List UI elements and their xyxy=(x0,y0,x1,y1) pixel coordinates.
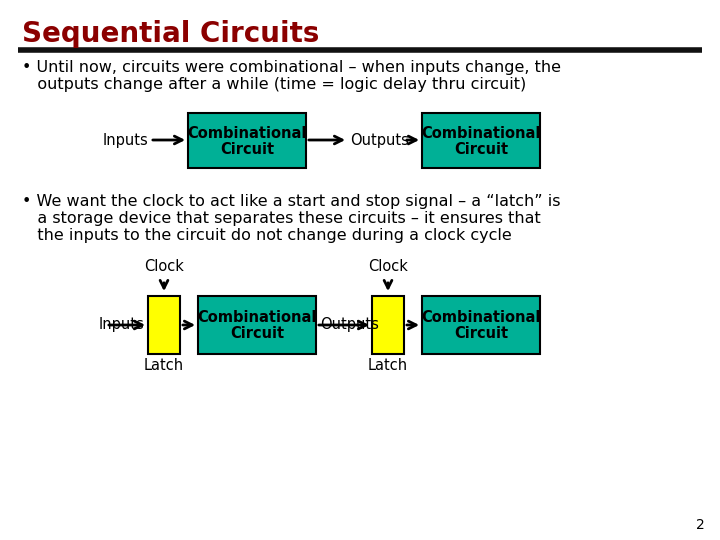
FancyBboxPatch shape xyxy=(198,296,316,354)
Text: Outputs: Outputs xyxy=(350,132,409,147)
Text: • We want the clock to act like a start and stop signal – a “latch” is: • We want the clock to act like a start … xyxy=(22,194,560,209)
Text: Latch: Latch xyxy=(368,358,408,373)
Text: Circuit: Circuit xyxy=(230,326,284,341)
Text: Inputs: Inputs xyxy=(98,318,144,333)
Text: a storage device that separates these circuits – it ensures that: a storage device that separates these ci… xyxy=(22,211,541,226)
Text: Clock: Clock xyxy=(144,259,184,274)
Text: Circuit: Circuit xyxy=(454,326,508,341)
FancyBboxPatch shape xyxy=(148,296,180,354)
Text: Circuit: Circuit xyxy=(454,143,508,158)
FancyBboxPatch shape xyxy=(372,296,404,354)
Text: Inputs: Inputs xyxy=(102,132,148,147)
Text: Combinational: Combinational xyxy=(421,126,541,141)
Text: Circuit: Circuit xyxy=(220,143,274,158)
FancyBboxPatch shape xyxy=(422,112,540,167)
Text: the inputs to the circuit do not change during a clock cycle: the inputs to the circuit do not change … xyxy=(22,228,512,243)
Text: Outputs: Outputs xyxy=(320,318,379,333)
Text: • Until now, circuits were combinational – when inputs change, the: • Until now, circuits were combinational… xyxy=(22,60,561,75)
Text: outputs change after a while (time = logic delay thru circuit): outputs change after a while (time = log… xyxy=(22,77,526,92)
Text: Combinational: Combinational xyxy=(187,126,307,141)
Text: 2: 2 xyxy=(696,518,705,532)
Text: Sequential Circuits: Sequential Circuits xyxy=(22,20,320,48)
Text: Latch: Latch xyxy=(144,358,184,373)
Text: Combinational: Combinational xyxy=(197,309,317,325)
FancyBboxPatch shape xyxy=(422,296,540,354)
Text: Combinational: Combinational xyxy=(421,309,541,325)
Text: Clock: Clock xyxy=(368,259,408,274)
FancyBboxPatch shape xyxy=(188,112,306,167)
